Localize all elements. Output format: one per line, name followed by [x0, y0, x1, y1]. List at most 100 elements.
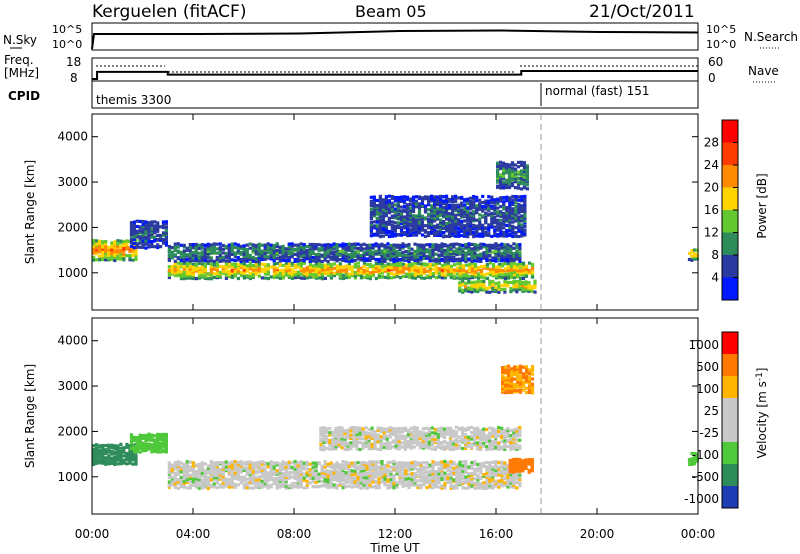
heatmap-cell [329, 461, 333, 465]
heatmap-cell [293, 266, 297, 270]
heatmap-cell [443, 252, 447, 256]
heatmap-cell [176, 460, 180, 464]
heatmap-cell [132, 237, 136, 241]
heatmap-cell [92, 444, 96, 448]
heatmap-cell [393, 207, 397, 211]
heatmap-cell [527, 288, 531, 292]
heatmap-cell [375, 212, 379, 216]
heatmap-cell [433, 213, 437, 218]
heatmap-cell [407, 466, 411, 470]
heatmap-cell [293, 247, 297, 251]
heatmap-cell [419, 248, 423, 252]
heatmap-cell [131, 258, 135, 262]
heatmap-cell [257, 266, 261, 270]
heatmap-cell [393, 196, 397, 200]
heatmap-cell [266, 478, 270, 482]
heatmap-cell [523, 219, 527, 223]
heatmap-cell [233, 467, 237, 471]
heatmap-cell [344, 471, 348, 475]
heatmap-cell [482, 242, 486, 247]
heatmap-cell [458, 481, 462, 485]
heatmap-cell [278, 255, 282, 259]
heatmap-cell [499, 226, 503, 230]
heatmap-cell [521, 280, 525, 285]
heatmap-cell [230, 460, 234, 464]
heatmap-cell [476, 245, 480, 249]
heatmap-cell [230, 469, 234, 473]
heatmap-cell [209, 267, 213, 271]
heatmap-cell [92, 451, 96, 456]
heatmap-cell [254, 461, 258, 465]
heatmap-cell [411, 214, 416, 218]
heatmap-cell [197, 246, 201, 251]
heatmap-cell [394, 433, 398, 437]
heatmap-cell [460, 195, 464, 200]
heatmap-cell [493, 228, 497, 232]
heatmap-cell [398, 252, 402, 256]
heatmap-cell [399, 198, 404, 202]
heatmap-cell [335, 486, 339, 490]
heatmap-cell [389, 478, 393, 482]
heatmap-cell [503, 476, 507, 480]
heatmap-cell [411, 195, 416, 199]
heatmap-cell [455, 253, 459, 257]
heatmap-cell [380, 265, 384, 269]
heatmap-cell [520, 216, 524, 220]
heatmap-cell [401, 253, 405, 257]
heatmap-cell [119, 456, 123, 460]
heatmap-cell [365, 472, 369, 476]
heatmap-cell [487, 232, 491, 236]
heatmap-cell [170, 477, 174, 481]
heatmap-cell [248, 468, 252, 472]
heatmap-cell [390, 201, 394, 205]
heatmap-cell [182, 267, 186, 271]
heatmap-cell [373, 442, 377, 446]
heatmap-cell [452, 271, 456, 275]
heatmap-cell [308, 266, 312, 270]
heatmap-cell [302, 463, 306, 467]
heatmap-cell [370, 433, 374, 437]
heatmap-cell [439, 194, 443, 198]
heatmap-cell [410, 473, 414, 477]
heatmap-cell [415, 439, 419, 443]
heatmap-cell [423, 228, 428, 233]
heatmap-cell [482, 251, 486, 255]
heatmap-cell [322, 440, 326, 444]
heatmap-cell [439, 230, 443, 234]
heatmap-cell [427, 201, 431, 205]
heatmap-cell [371, 273, 375, 278]
heatmap-cell [251, 475, 255, 479]
heatmap-cell [490, 211, 494, 215]
heatmap-cell [335, 477, 339, 482]
heatmap-cell [454, 225, 458, 229]
heatmap-cell [416, 483, 420, 487]
heatmap-cell [490, 220, 494, 224]
heatmap-cell [396, 210, 400, 214]
heatmap-cell [470, 284, 474, 288]
heatmap-cell [275, 486, 279, 490]
heatmap-cell [326, 464, 330, 468]
heatmap-cell [371, 473, 375, 477]
heatmap-cell [203, 269, 207, 273]
heatmap-cell [116, 449, 120, 453]
heatmap-cell [402, 232, 407, 236]
heatmap-cell [389, 249, 393, 253]
heatmap-cell [475, 210, 479, 214]
heatmap-cell [368, 472, 372, 476]
heatmap-cell [448, 432, 453, 436]
colorbar-swatch [722, 187, 738, 210]
heatmap-cell [290, 251, 294, 255]
heatmap-cell [156, 225, 160, 229]
heatmap-cell [218, 259, 222, 263]
heatmap-cell [248, 465, 252, 469]
heatmap-cell [373, 445, 377, 449]
heatmap-cell [359, 463, 363, 467]
heatmap-cell [386, 486, 390, 490]
heatmap-cell [144, 242, 148, 246]
heatmap-cell [305, 268, 309, 272]
heatmap-cell [472, 210, 476, 214]
heatmap-cell [392, 260, 396, 264]
heatmap-cell [431, 259, 435, 263]
heatmap-cell [278, 276, 282, 280]
heatmap-cell [479, 254, 483, 258]
